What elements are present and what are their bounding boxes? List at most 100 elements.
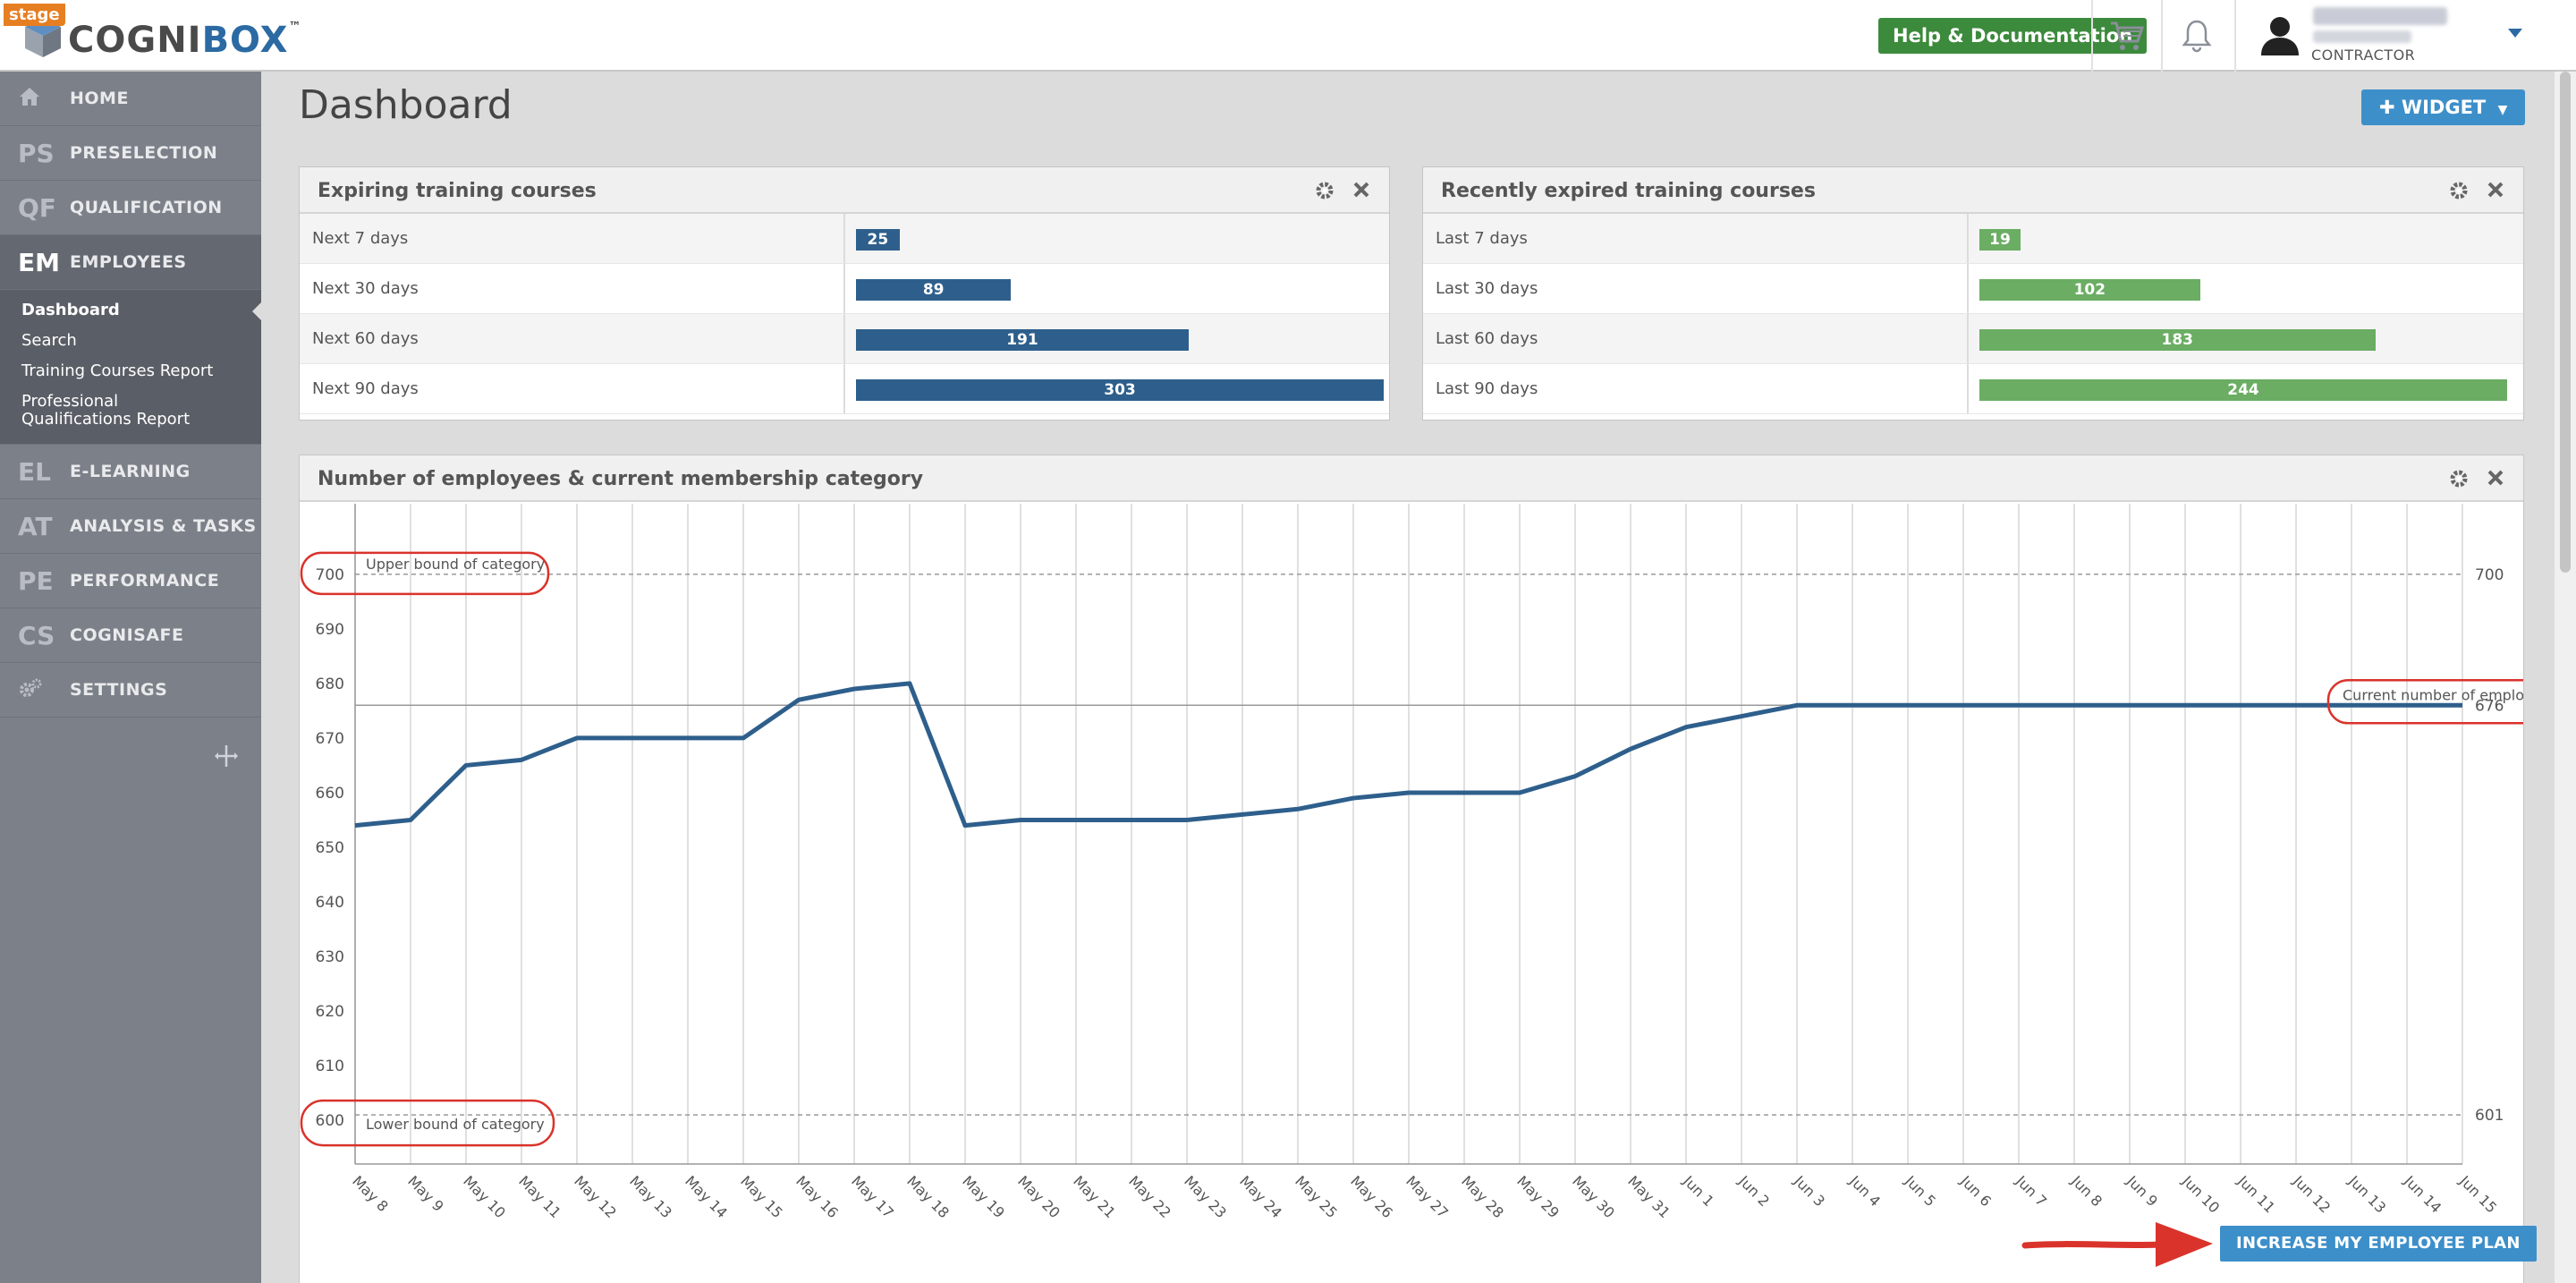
sidebar-item-home[interactable]: HOME bbox=[0, 72, 261, 126]
sidebar-item-e-learning[interactable]: EL E-LEARNING bbox=[0, 445, 261, 499]
bar-cell: 89 bbox=[845, 264, 1389, 313]
row-label: Last 60 days bbox=[1423, 314, 1969, 363]
x-tick-label: May 25 bbox=[1292, 1172, 1341, 1221]
value-bar[interactable]: 19 bbox=[1979, 229, 2021, 251]
bar-cell: 191 bbox=[845, 314, 1389, 363]
x-tick-label: May 18 bbox=[903, 1172, 953, 1221]
gear-icon[interactable] bbox=[1314, 180, 1335, 201]
panel-header: Expiring training courses bbox=[300, 167, 1389, 214]
row-label: Next 7 days bbox=[300, 214, 845, 263]
x-tick-label: May 23 bbox=[1181, 1172, 1230, 1221]
bell-icon[interactable] bbox=[2174, 13, 2220, 59]
table-row: Next 7 days 25 bbox=[300, 214, 1389, 264]
sidebar-item-analysis-tasks[interactable]: AT ANALYSIS & TASKS bbox=[0, 499, 261, 554]
sidebar-item-label: EMPLOYEES bbox=[70, 252, 187, 272]
x-tick-label: May 31 bbox=[1624, 1172, 1674, 1221]
x-tick-label: May 28 bbox=[1458, 1172, 1507, 1221]
close-icon[interactable] bbox=[1352, 180, 1371, 200]
expired-table: Last 7 days 19 Last 30 days 102 Last 60 days… bbox=[1423, 214, 2523, 414]
add-widget-button[interactable]: ✚ WIDGET ▼ bbox=[2361, 89, 2526, 125]
subnav-training-courses-report[interactable]: Training Courses Report bbox=[21, 361, 214, 380]
sidebar-item-abbr: QF bbox=[18, 192, 56, 223]
close-icon[interactable] bbox=[2486, 468, 2505, 488]
page-title: Dashboard bbox=[299, 82, 513, 128]
y-tick-label: 610 bbox=[316, 1058, 344, 1075]
gear-icon[interactable] bbox=[2448, 180, 2470, 201]
panel-title: Expiring training courses bbox=[318, 180, 597, 202]
x-tick-label: Jun 4 bbox=[1845, 1172, 1884, 1211]
value-bar[interactable]: 191 bbox=[856, 329, 1189, 351]
sidebar-item-preselection[interactable]: PS PRESELECTION bbox=[0, 126, 261, 181]
value-bar[interactable]: 244 bbox=[1979, 379, 2507, 401]
sidebar-item-label: HOME bbox=[70, 89, 129, 108]
x-tick-label: May 21 bbox=[1070, 1172, 1119, 1221]
row-label: Last 90 days bbox=[1423, 364, 1969, 413]
sidebar-item-settings[interactable]: SETTINGS bbox=[0, 663, 261, 718]
table-row: Next 90 days 303 bbox=[300, 364, 1389, 414]
row-label: Last 30 days bbox=[1423, 264, 1969, 313]
x-tick-label: May 26 bbox=[1347, 1172, 1396, 1221]
close-icon[interactable] bbox=[2486, 180, 2505, 200]
sidebar-item-performance[interactable]: PE PERFORMANCE bbox=[0, 554, 261, 608]
collapse-sidebar-icon[interactable] bbox=[213, 743, 240, 769]
x-tick-label: May 11 bbox=[515, 1172, 564, 1221]
logo-suffix: BOX bbox=[201, 20, 289, 61]
bar-cell: 244 bbox=[1969, 364, 2523, 413]
sidebar-item-qualification[interactable]: QF QUALIFICATION bbox=[0, 181, 261, 235]
cart-icon[interactable] bbox=[2104, 13, 2150, 59]
sidebar-item-label: QUALIFICATION bbox=[70, 198, 223, 217]
value-bar[interactable]: 102 bbox=[1979, 279, 2200, 301]
value-bar[interactable]: 89 bbox=[856, 279, 1012, 301]
x-tick-label: May 12 bbox=[571, 1172, 620, 1221]
x-tick-label: Jun 8 bbox=[2067, 1172, 2106, 1211]
bar-cell: 102 bbox=[1969, 264, 2523, 313]
vertical-scrollbar[interactable] bbox=[2555, 72, 2576, 1283]
row-label: Last 7 days bbox=[1423, 214, 1969, 263]
home-icon bbox=[0, 84, 70, 114]
bar-cell: 303 bbox=[845, 364, 1389, 413]
x-tick-label: May 10 bbox=[460, 1172, 509, 1221]
sidebar-item-employees[interactable]: EM EMPLOYEES bbox=[0, 235, 261, 290]
expiring-table: Next 7 days 25 Next 30 days 89 Next 60 days 1… bbox=[300, 214, 1389, 414]
row-label: Next 90 days bbox=[300, 364, 845, 413]
value-bar[interactable]: 25 bbox=[856, 229, 900, 251]
right-tick-label: 700 bbox=[2475, 566, 2504, 584]
value-bar[interactable]: 183 bbox=[1979, 329, 2376, 351]
sidebar-item-abbr: EM bbox=[18, 247, 60, 277]
gear-icon[interactable] bbox=[2448, 468, 2470, 489]
subnav-dashboard[interactable]: Dashboard bbox=[0, 295, 261, 326]
x-tick-label: May 17 bbox=[848, 1172, 897, 1221]
increase-employee-plan-button[interactable]: INCREASE MY EMPLOYEE PLAN bbox=[2220, 1226, 2537, 1262]
sidebar-item-abbr: EL bbox=[18, 456, 51, 487]
x-tick-label: May 15 bbox=[737, 1172, 786, 1221]
topbar-divider bbox=[2234, 0, 2236, 72]
upper-bound-label: Upper bound of category bbox=[366, 556, 545, 573]
x-tick-label: May 22 bbox=[1125, 1172, 1174, 1221]
x-tick-label: May 19 bbox=[959, 1172, 1008, 1221]
scrollbar-thumb[interactable] bbox=[2560, 72, 2571, 573]
sidebar-item-cognisafe[interactable]: CS COGNISAFE bbox=[0, 608, 261, 663]
bar-cell: 19 bbox=[1969, 214, 2523, 263]
sidebar-item-label: E-LEARNING bbox=[70, 462, 191, 481]
x-tick-label: May 29 bbox=[1513, 1172, 1563, 1221]
bar-cell: 25 bbox=[845, 214, 1389, 263]
subnav-search[interactable]: Search bbox=[21, 331, 77, 350]
avatar-icon[interactable] bbox=[2258, 13, 2302, 57]
chevron-down-icon[interactable] bbox=[2506, 27, 2524, 39]
sidebar-item-abbr: PS bbox=[18, 138, 55, 168]
x-tick-label: Jun 13 bbox=[2344, 1172, 2389, 1217]
y-tick-label: 670 bbox=[316, 730, 344, 748]
x-tick-label: May 13 bbox=[626, 1172, 675, 1221]
cognibox-logo[interactable]: stage COGNIBOX™ bbox=[4, 4, 301, 66]
y-tick-label: 660 bbox=[316, 785, 344, 803]
chevron-down-icon: ▼ bbox=[2497, 103, 2508, 117]
subnav-professional-qualifications-report[interactable]: Professional Qualifications Report bbox=[21, 392, 191, 429]
sidebar-item-abbr: PE bbox=[18, 565, 54, 596]
x-tick-label: May 8 bbox=[349, 1172, 392, 1215]
sidebar-item-label: ANALYSIS & TASKS bbox=[70, 516, 257, 536]
logo-trademark: ™ bbox=[288, 20, 302, 34]
y-tick-label: 630 bbox=[316, 948, 344, 966]
value-bar[interactable]: 303 bbox=[856, 379, 1384, 401]
logo-text: COGNIBOX™ bbox=[68, 20, 301, 61]
sidebar-item-label: PRESELECTION bbox=[70, 143, 218, 163]
